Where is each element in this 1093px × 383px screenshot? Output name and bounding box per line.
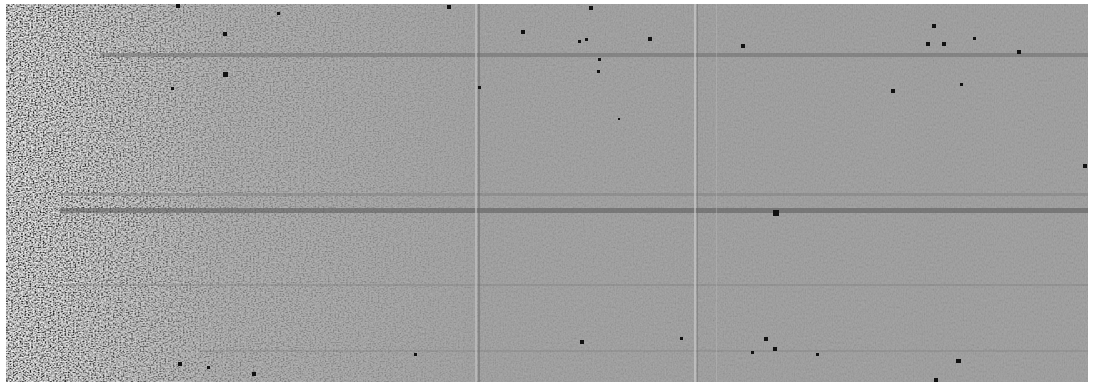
band (60, 284, 1088, 286)
hot-pixel (171, 87, 174, 90)
hot-pixel (176, 4, 180, 8)
hot-pixel (773, 210, 779, 216)
hot-pixel (680, 337, 683, 340)
hot-pixel (580, 340, 584, 344)
column (475, 4, 477, 382)
hot-pixel (598, 58, 601, 61)
hot-pixel (618, 118, 620, 120)
hot-pixel (751, 351, 754, 354)
hot-pixel (585, 38, 588, 41)
band (200, 350, 1088, 352)
hot-pixel (252, 372, 256, 376)
band (100, 53, 1088, 57)
hot-pixel (932, 24, 936, 28)
hot-pixel (521, 30, 525, 34)
column (716, 4, 717, 382)
hot-pixel (816, 353, 819, 356)
hot-pixel (1017, 50, 1021, 54)
hot-pixel (926, 42, 930, 46)
hot-pixel (223, 32, 227, 36)
hot-pixel (414, 353, 417, 356)
column (694, 4, 696, 382)
horizontal-bands (60, 53, 1088, 352)
edge-noise (6, 4, 1088, 382)
hot-pixel (973, 37, 976, 40)
band (60, 193, 1088, 196)
hot-pixel (1083, 164, 1087, 168)
hot-pixel (223, 72, 228, 77)
hot-pixels (171, 4, 1087, 382)
hot-pixel (478, 86, 481, 89)
hot-pixel (648, 37, 652, 41)
hot-pixel (741, 44, 745, 48)
hot-pixel (207, 366, 210, 369)
vertical-columns (475, 4, 717, 382)
hot-pixel (956, 359, 961, 363)
band (60, 208, 1088, 213)
hot-pixel (942, 42, 946, 46)
hot-pixel (578, 40, 581, 43)
column (697, 4, 698, 382)
hot-pixel (589, 6, 593, 10)
hot-pixel (960, 83, 963, 86)
hot-pixel (764, 337, 768, 341)
hot-pixel (597, 70, 600, 73)
hot-pixel (773, 347, 777, 351)
hot-pixel (447, 5, 451, 9)
hot-pixel (178, 362, 182, 366)
hot-pixel (277, 12, 280, 15)
hot-pixel (891, 89, 895, 93)
hot-pixel (934, 378, 938, 382)
column (478, 4, 480, 382)
